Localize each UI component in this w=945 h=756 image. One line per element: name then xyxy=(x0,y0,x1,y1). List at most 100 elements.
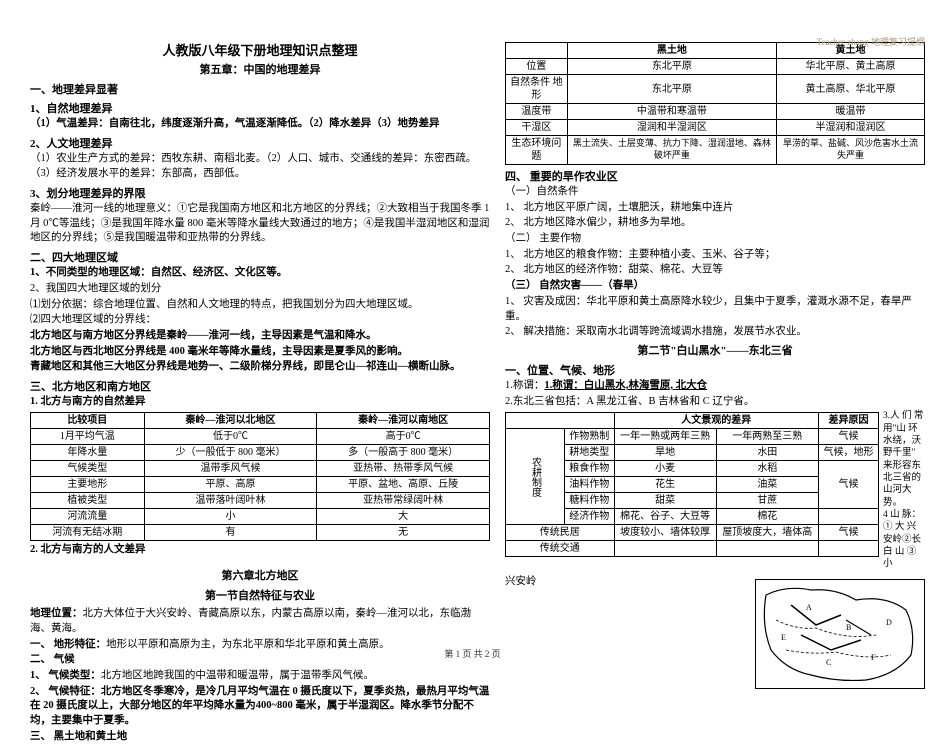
t3c: 油料作物 xyxy=(565,477,615,493)
t1c: 大 xyxy=(317,508,490,524)
para-3: 秦岭——淮河一线的地理意义：①它是我国南方地区和北方地区的分界线；②大致相当于我… xyxy=(30,202,490,246)
t3c: 经济作物 xyxy=(565,509,615,525)
sn: 水绕，沃 xyxy=(883,435,925,447)
text-11: 北方大体位于大兴安岭、青藏高原以东，内蒙古高原以南，秦岭—淮河以北，东临渤海、黄… xyxy=(30,608,471,634)
label-14: 1、 气候类型： xyxy=(30,670,101,681)
t3c: 一年一熟或两年三熟 xyxy=(614,429,716,445)
heading-4: 四、 重要的旱作农业区 xyxy=(505,168,925,184)
heading-1: 一、地理差异显著 xyxy=(30,81,490,97)
t2c: 东北平原 xyxy=(567,75,776,104)
t3c xyxy=(818,541,878,557)
text-14: 北方地区地跨我国的中温带和暖温带，属于温带季风气候。 xyxy=(101,670,374,681)
left-column: 人教版八年级下册地理知识点整理 第五章：中国的地理差异 一、地理差异显著 1、自… xyxy=(30,40,490,746)
t3c: 旱地 xyxy=(614,445,716,461)
para-8: 北方地区与南方地区分界线是秦岭——淮河一线，主导因素是气温和降水。 xyxy=(30,329,490,344)
t1c: 亚热带常绿阔叶林 xyxy=(317,492,490,508)
t1c: 亚热带、热带季风气候 xyxy=(317,460,490,476)
para-24b: 2、 解决措施：采取南水北调等跨流域调水措施，发展节水农业。 xyxy=(505,325,925,340)
t3c: 棉花、谷子、大豆等 xyxy=(614,509,716,525)
page-container: 人教版八年级下册地理知识点整理 第五章：中国的地理差异 一、地理差异显著 1、自… xyxy=(0,0,945,756)
t2c: 华北平原、黄土高原 xyxy=(776,59,924,75)
chapter6-section: 第一节自然特征与农业 xyxy=(30,587,490,603)
sn: 北三省的 xyxy=(883,472,925,484)
sn: 安岭②长 xyxy=(883,534,925,546)
t2c: 中温带和寒温带 xyxy=(567,104,776,120)
t3c xyxy=(818,509,878,525)
sn: 来形容东 xyxy=(883,460,925,472)
svg-text:B: B xyxy=(846,623,851,632)
para-15: 2、 气候特征：北方地区冬季寒冷，是冷几月平均气温在 0 摄氏度以下，夏季炎热，… xyxy=(30,685,490,729)
t3c: 水田 xyxy=(716,445,818,461)
para-27: 兴安岭 xyxy=(505,575,749,688)
page-footer: 第 1 页 共 2 页 xyxy=(0,647,945,660)
para-2a: （1）农业生产方式的差异：西牧东耕、南稻北麦。（2）人口、城市、交通线的差异：东… xyxy=(30,152,490,167)
t3c: 传统交通 xyxy=(506,541,615,557)
t3-rowlabel: 农耕制度 xyxy=(506,429,565,525)
t3c: 屋顶坡度大，墙体高 xyxy=(716,525,818,541)
t3c: 油菜 xyxy=(716,477,818,493)
comparison-table-1: 比较项目 秦岭—淮河以北地区 秦岭—淮河以南地区 1月平均气温低于0℃高于0℃ … xyxy=(30,412,490,541)
t3-h1: 人文景观的差异 xyxy=(614,413,818,429)
t2-h0 xyxy=(506,43,568,59)
t2c: 旱涝的草、盐碱、风沙危害水土流失严重 xyxy=(776,136,924,165)
svg-text:E: E xyxy=(781,633,786,642)
t1c: 温带季风气候 xyxy=(144,460,317,476)
para-26: 2.东北三省包括：A 黑龙江省、B 吉林省和 C 辽宁省。 xyxy=(505,395,925,410)
para-25: 1.称谓：1.称谓：白山黑水,林海雪原, 北大仓 xyxy=(505,379,925,394)
t2c: 半湿润和湿润区 xyxy=(776,120,924,136)
soil-table: 黑土地 黄土地 位置东北平原华北平原、黄土高原 自然条件 地形东北平原黄土高原、… xyxy=(505,42,925,165)
t3c: 花生 xyxy=(614,477,716,493)
para-14: 1、 气候类型：北方地区地跨我国的中温带和暖温带，属于温带季风气候。 xyxy=(30,669,490,684)
t3c: 糖料作物 xyxy=(565,493,615,509)
t3c: 甜菜 xyxy=(614,493,716,509)
t2c: 干湿区 xyxy=(506,120,568,136)
heading-5: 一、位置、气候、地形 xyxy=(505,362,925,378)
t2c: 温度带 xyxy=(506,104,568,120)
sn: 山河大势。 xyxy=(883,484,925,509)
map-diagram: A B C D E F xyxy=(755,579,925,689)
para-16: 三、 黑土地和黄土地 xyxy=(30,730,490,745)
svg-text:D: D xyxy=(886,618,892,627)
t3c: 作物熟制 xyxy=(565,429,615,445)
chapter6-2-title: 第二节"白山黑水"——东北三省 xyxy=(505,342,925,358)
para-5: 2、我国四大地理区域的划分 xyxy=(30,282,490,297)
t1c: 植被类型 xyxy=(31,492,145,508)
t3c: 气候 xyxy=(818,429,878,445)
t1-h0: 比较项目 xyxy=(31,412,145,428)
heading-3-1: 1. 北方与南方的自然差异 xyxy=(30,395,490,410)
para-18: 1、 北方地区平原广阔，土壤肥沃，耕地集中连片 xyxy=(505,201,925,216)
para-9: 北方地区与西北地区分界线是 400 毫米年等降水量线，主导因素是夏季风的影响。 xyxy=(30,345,490,360)
t1c: 平原、高原 xyxy=(144,476,317,492)
para-22: 2、 北方地区的经济作物：甜菜、棉花、大豆等 xyxy=(505,263,925,278)
para-2b: （3）经济发展水平的差异：东部高，西部低。 xyxy=(30,167,490,182)
t3c: 气候 xyxy=(818,525,878,541)
t2c: 位置 xyxy=(506,59,568,75)
t1c: 气候类型 xyxy=(31,460,145,476)
heading-1-3: 3、划分地理差异的界限 xyxy=(30,185,490,201)
t1-h1: 秦岭—淮河以北地区 xyxy=(144,412,317,428)
para-17: （一）自然条件 xyxy=(505,185,925,200)
heading-1-2: 2、人文地理差异 xyxy=(30,135,490,151)
para-1: （1）气温差异：自南往北，纬度逐渐升高，气温逐渐降低。（2）降水差异（3）地势差… xyxy=(30,117,490,132)
t1c: 温带落叶阔叶林 xyxy=(144,492,317,508)
map-svg: A B C D E F xyxy=(756,580,924,688)
t3c: 棉花 xyxy=(716,509,818,525)
t1c: 无 xyxy=(317,524,490,540)
para-20: （二） 主要作物 xyxy=(505,232,925,247)
sn: 野千里" xyxy=(883,447,925,459)
t3c: 气候，地形 xyxy=(818,445,878,461)
t2c: 黄土高原、华北平原 xyxy=(776,75,924,104)
heading-3-2: 2. 北方与南方的人文差异 xyxy=(30,543,490,558)
t3c: 气候 xyxy=(818,461,878,509)
t3c: 粮食作物 xyxy=(565,461,615,477)
side-notes: 3.人 们 常 用"山 环 水绕，沃 野千里" 来形容东 北三省的 山河大势。 … xyxy=(883,410,925,570)
t2c: 湿润和半湿润区 xyxy=(567,120,776,136)
bottom-row: 兴安岭 A B C D E F xyxy=(505,575,925,689)
t1c: 少（一般低于 800 毫米） xyxy=(144,444,317,460)
label-11: 地理位置： xyxy=(30,608,83,619)
t1c: 主要地形 xyxy=(31,476,145,492)
t3-h2: 差异原因 xyxy=(818,413,878,429)
para-21: 1、 北方地区的粮食作物：主要种植小麦、玉米、谷子等； xyxy=(505,248,925,263)
para-23: （三） 自然灾害——（春旱） xyxy=(505,279,925,294)
heading-1-1: 1、自然地理差异 xyxy=(30,100,490,116)
